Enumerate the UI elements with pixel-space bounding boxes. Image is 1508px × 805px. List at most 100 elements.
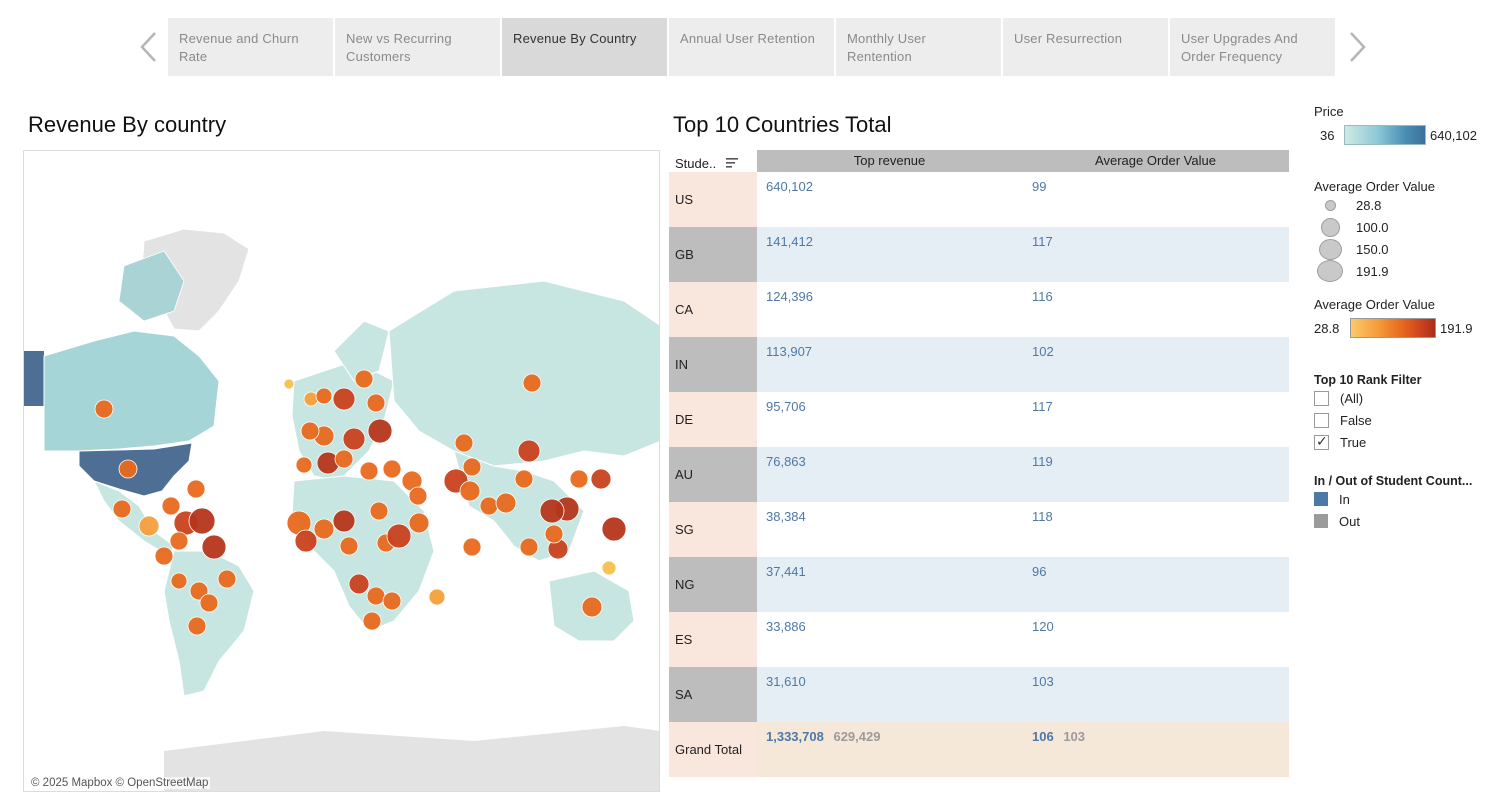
map-marker[interactable] — [161, 496, 181, 516]
tab-revenue-by-country[interactable]: Revenue By Country — [502, 18, 667, 76]
map-marker[interactable] — [315, 387, 333, 405]
table-row[interactable]: GB 141,412 117 — [669, 227, 1289, 282]
student-country-header[interactable]: Stude.. — [669, 150, 757, 172]
map-marker[interactable] — [517, 439, 541, 463]
aov-cell: 103 — [1022, 667, 1289, 722]
map-marker[interactable] — [601, 560, 617, 576]
map-marker[interactable] — [382, 459, 402, 479]
map-marker[interactable] — [199, 593, 219, 613]
map-marker[interactable] — [408, 486, 428, 506]
table-row[interactable]: SA 31,610 103 — [669, 667, 1289, 722]
map-marker[interactable] — [112, 499, 132, 519]
legend-item-out[interactable]: Out — [1314, 510, 1472, 532]
aov-cell: 120 — [1022, 612, 1289, 667]
map-marker[interactable] — [544, 524, 564, 544]
revenue-map[interactable]: © 2025 Mapbox © OpenStreetMap — [23, 150, 660, 792]
tab-user-resurrection[interactable]: User Resurrection — [1003, 18, 1168, 76]
map-marker[interactable] — [154, 546, 174, 566]
map-marker[interactable] — [569, 469, 589, 489]
top-revenue-header[interactable]: Top revenue — [757, 150, 1022, 172]
aov-header[interactable]: Average Order Value — [1022, 150, 1289, 172]
map-marker[interactable] — [366, 586, 386, 606]
world-map-svg[interactable] — [24, 151, 660, 792]
map-marker[interactable] — [217, 569, 237, 589]
map-marker[interactable] — [382, 591, 402, 611]
filter-option-all[interactable]: (All) — [1314, 387, 1421, 409]
map-marker[interactable] — [138, 515, 160, 537]
map-marker[interactable] — [454, 433, 474, 453]
tab-user-upgrades[interactable]: User Upgrades And Order Frequency — [1170, 18, 1335, 76]
map-marker[interactable] — [332, 387, 356, 411]
size-legend-item[interactable]: 100.0 — [1314, 216, 1435, 238]
map-marker[interactable] — [187, 616, 207, 636]
map-marker[interactable] — [334, 449, 354, 469]
map-marker[interactable] — [581, 596, 603, 618]
map-marker[interactable] — [462, 457, 482, 477]
tab-annual-user-retention[interactable]: Annual User Retention — [669, 18, 834, 76]
price-legend-title: Price — [1314, 104, 1344, 119]
map-marker[interactable] — [522, 373, 542, 393]
map-marker[interactable] — [408, 512, 430, 534]
size-legend-item[interactable]: 150.0 — [1314, 238, 1435, 260]
table-row[interactable]: US 640,102 99 — [669, 172, 1289, 227]
map-marker[interactable] — [118, 459, 138, 479]
map-marker[interactable] — [590, 468, 612, 490]
table-row[interactable]: AU 76,863 119 — [669, 447, 1289, 502]
map-marker[interactable] — [369, 501, 389, 521]
checkbox[interactable] — [1314, 412, 1329, 428]
table-row[interactable]: SG 38,384 118 — [669, 502, 1289, 557]
map-marker[interactable] — [332, 509, 356, 533]
map-marker[interactable] — [386, 523, 412, 549]
checkbox[interactable] — [1314, 390, 1329, 406]
map-marker[interactable] — [313, 518, 335, 540]
map-marker[interactable] — [348, 573, 370, 595]
tab-new-vs-recurring-customers[interactable]: New vs Recurring Customers — [335, 18, 500, 76]
grand-total-row[interactable]: Grand Total 1,333,708 629,429 106 103 — [669, 722, 1289, 777]
map-marker[interactable] — [495, 492, 517, 514]
map-marker[interactable] — [169, 531, 189, 551]
map-marker[interactable] — [462, 537, 482, 557]
map-marker[interactable] — [366, 393, 386, 413]
size-legend-item[interactable]: 191.9 — [1314, 260, 1435, 282]
table-row[interactable]: CA 124,396 116 — [669, 282, 1289, 337]
tab-monthly-user-retention[interactable]: Monthly User Rentention — [836, 18, 1001, 76]
map-marker[interactable] — [94, 399, 114, 419]
map-marker[interactable] — [362, 611, 382, 631]
map-marker[interactable] — [186, 479, 206, 499]
map-marker[interactable] — [359, 461, 379, 481]
map-marker[interactable] — [294, 529, 318, 553]
map-marker[interactable] — [514, 469, 534, 489]
map-marker[interactable] — [428, 588, 446, 606]
map-marker[interactable] — [283, 378, 295, 390]
map-marker[interactable] — [339, 536, 359, 556]
legend-item-in[interactable]: In — [1314, 488, 1472, 510]
filter-option-false[interactable]: False — [1314, 409, 1421, 431]
filter-option-true[interactable]: ✓ True — [1314, 431, 1421, 453]
map-marker[interactable] — [188, 507, 216, 535]
sort-icon[interactable] — [726, 157, 740, 169]
map-marker[interactable] — [479, 496, 499, 516]
map-marker[interactable] — [601, 516, 627, 542]
table-row[interactable]: ES 33,886 120 — [669, 612, 1289, 667]
table-row[interactable]: DE 95,706 117 — [669, 392, 1289, 447]
map-marker[interactable] — [539, 498, 565, 524]
map-marker[interactable] — [170, 572, 188, 590]
color-legend-min: 28.8 — [1314, 320, 1340, 336]
map-marker[interactable] — [519, 537, 539, 557]
map-marker[interactable] — [367, 418, 393, 444]
chevron-left-icon[interactable] — [138, 30, 160, 64]
map-marker[interactable] — [459, 480, 481, 502]
map-marker[interactable] — [354, 369, 374, 389]
map-marker[interactable] — [201, 534, 227, 560]
color-legend-title: Average Order Value — [1314, 297, 1435, 312]
map-marker[interactable] — [300, 421, 320, 441]
checkbox-checked[interactable]: ✓ — [1314, 432, 1329, 450]
chevron-right-icon[interactable] — [1346, 30, 1368, 64]
map-marker[interactable] — [342, 427, 366, 451]
tab-revenue-and-churn-rate[interactable]: Revenue and Churn Rate — [168, 18, 333, 76]
table-row[interactable]: IN 113,907 102 — [669, 337, 1289, 392]
checkmark-icon: ✓ — [1316, 432, 1328, 449]
size-legend-item[interactable]: 28.8 — [1314, 194, 1435, 216]
map-marker[interactable] — [295, 456, 313, 474]
table-row[interactable]: NG 37,441 96 — [669, 557, 1289, 612]
